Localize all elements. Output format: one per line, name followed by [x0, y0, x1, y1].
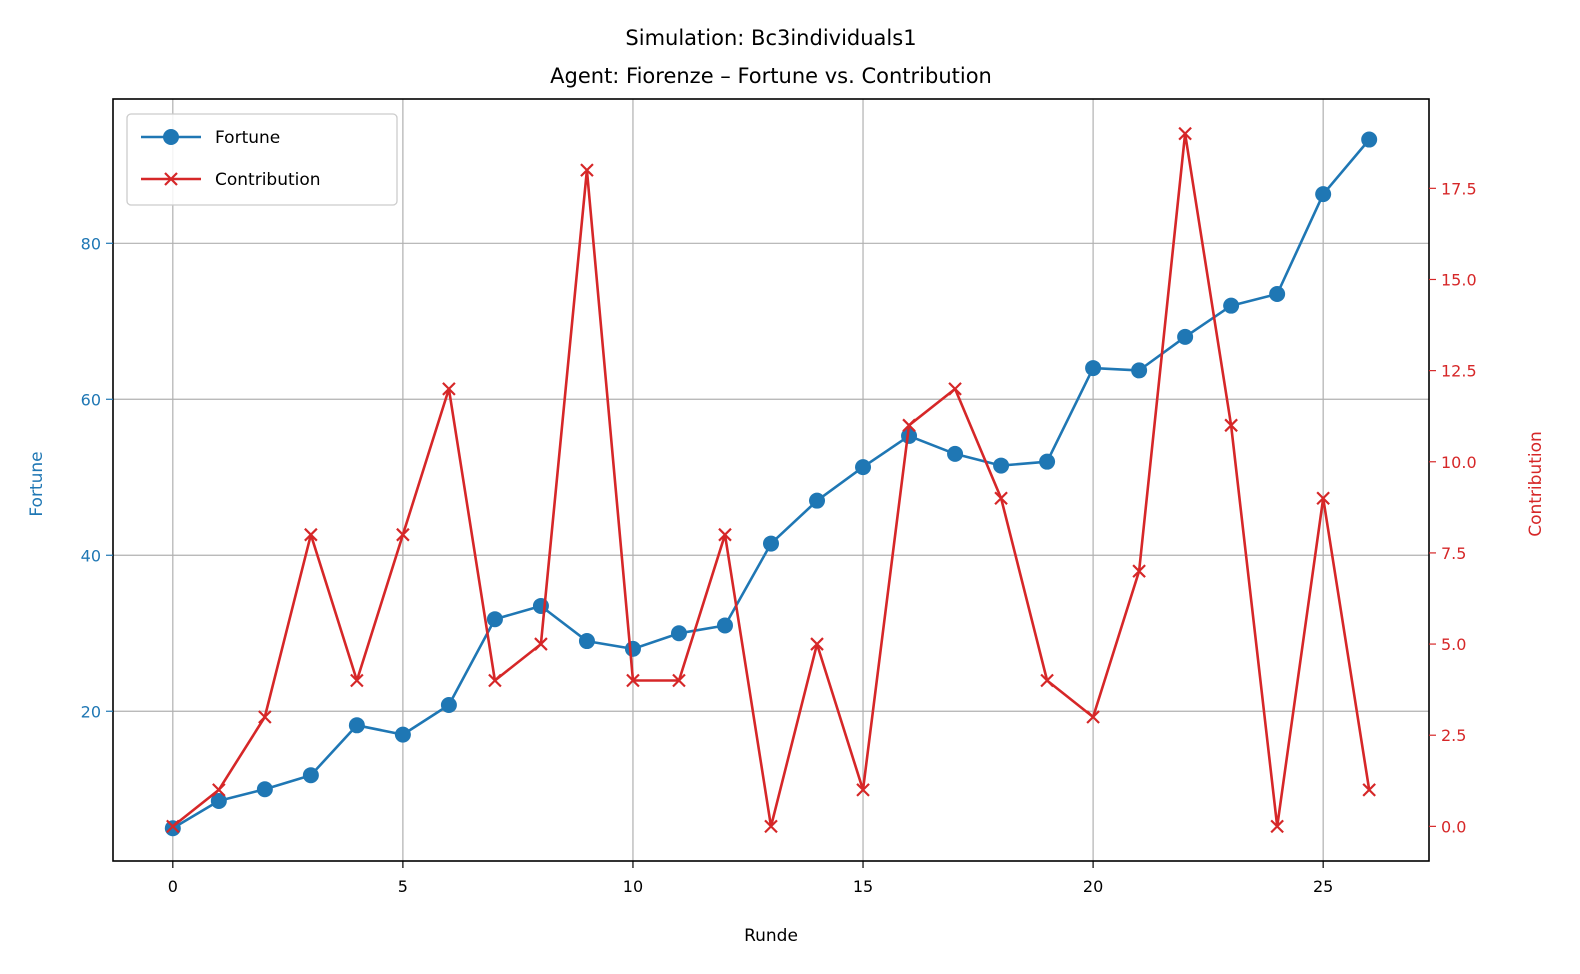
chart-title: Simulation: Bc3individuals1: [625, 26, 916, 50]
fortune-point: [1223, 297, 1240, 314]
x-tick-label: 10: [623, 877, 643, 896]
contribution-point: [994, 491, 1008, 506]
fortune-point: [809, 492, 826, 509]
fortune-point: [256, 781, 273, 798]
contribution-point: [258, 710, 272, 724]
contribution-point: [488, 673, 502, 688]
fortune-point: [1361, 131, 1378, 148]
fortune-point: [624, 640, 641, 657]
contribution-point: [212, 783, 226, 797]
fortune-point: [670, 625, 687, 642]
x-tick-label: 20: [1083, 877, 1103, 896]
fortune-point: [486, 611, 503, 628]
y-left-tick-label: 80: [81, 234, 101, 253]
contribution-point: [350, 673, 364, 688]
contribution-point: [1224, 418, 1238, 433]
x-tick-label: 25: [1313, 877, 1333, 896]
contribution-point: [626, 673, 640, 688]
contribution-point: [1132, 564, 1146, 578]
contribution-point: [1086, 710, 1100, 724]
contribution-point: [534, 637, 548, 651]
fortune-point: [578, 633, 595, 650]
y-left-tick-label: 20: [81, 702, 101, 721]
y-right-tick-label: 17.5: [1441, 179, 1477, 198]
contribution-point: [166, 819, 180, 834]
y-axis-left-label: Fortune: [27, 451, 47, 516]
legend-fortune-marker: [163, 129, 179, 145]
legend-contribution-label: Contribution: [215, 170, 321, 190]
fortune-point: [1269, 285, 1286, 302]
contribution-point: [718, 527, 732, 542]
contribution-point: [396, 527, 410, 542]
contribution-point: [672, 673, 686, 688]
fortune-point: [1085, 360, 1102, 377]
contribution-point: [856, 783, 870, 797]
y-right-tick-label: 7.5: [1441, 544, 1466, 563]
fortune-point: [901, 427, 918, 444]
fortune-point: [532, 597, 549, 614]
y-left-tick-label: 40: [81, 546, 101, 565]
contribution-point: [902, 418, 916, 433]
fortune-point: [1315, 186, 1332, 203]
y-right-tick-label: 15.0: [1441, 270, 1477, 289]
fortune-point: [1131, 362, 1148, 379]
y-right-tick-label: 0.0: [1441, 817, 1466, 836]
contribution-point: [1316, 491, 1330, 506]
x-tick-label: 5: [398, 877, 408, 896]
fortune-point: [1177, 328, 1194, 345]
contribution-point: [304, 527, 318, 542]
contribution-point: [764, 819, 778, 834]
fortune-point: [855, 459, 872, 476]
fortune-point: [1039, 453, 1056, 470]
ticks: 0 5 10 15 20 25 20 40 60 80 0.0 2.5 5.0 7.5 10.0 12.5 15…: [81, 179, 1477, 896]
x-tick-label: 0: [168, 877, 178, 896]
y-right-tick-label: 2.5: [1441, 726, 1466, 745]
legend-contribution-marker: [164, 172, 178, 186]
fortune-point: [716, 617, 733, 634]
y-right-tick-label: 10.0: [1441, 453, 1477, 472]
fortune-point: [993, 457, 1010, 474]
grid: [113, 99, 1429, 861]
legend-fortune-label: Fortune: [215, 128, 280, 148]
contribution-point: [948, 382, 962, 396]
series-layer: [164, 126, 1378, 837]
x-tick-label: 15: [853, 877, 873, 896]
contribution-point: [1040, 673, 1054, 688]
contribution-point: [810, 637, 824, 651]
fortune-point: [947, 445, 964, 462]
fortune-point: [440, 697, 457, 714]
contribution-point: [1362, 783, 1376, 797]
y-left-tick-label: 60: [81, 390, 101, 409]
y-right-tick-label: 12.5: [1441, 362, 1477, 381]
fortune-point: [763, 535, 779, 552]
contribution-point: [580, 163, 594, 177]
chart-subtitle: Agent: Fiorenze – Fortune vs. Contributi…: [550, 64, 992, 88]
legend: Fortune Contribution: [126, 113, 398, 206]
plot-frame: [112, 98, 1430, 862]
contribution-point: [1178, 126, 1192, 141]
fortune-point: [394, 726, 411, 743]
fortune-point: [210, 792, 227, 809]
contribution-point: [1270, 819, 1284, 834]
fortune-point: [348, 717, 365, 734]
fortune-point: [302, 767, 319, 784]
y-right-tick-label: 5.0: [1441, 635, 1466, 654]
contribution-point: [442, 382, 456, 396]
x-axis-label: Runde: [744, 926, 798, 946]
y-axis-right-label: Contribution: [1526, 431, 1546, 537]
